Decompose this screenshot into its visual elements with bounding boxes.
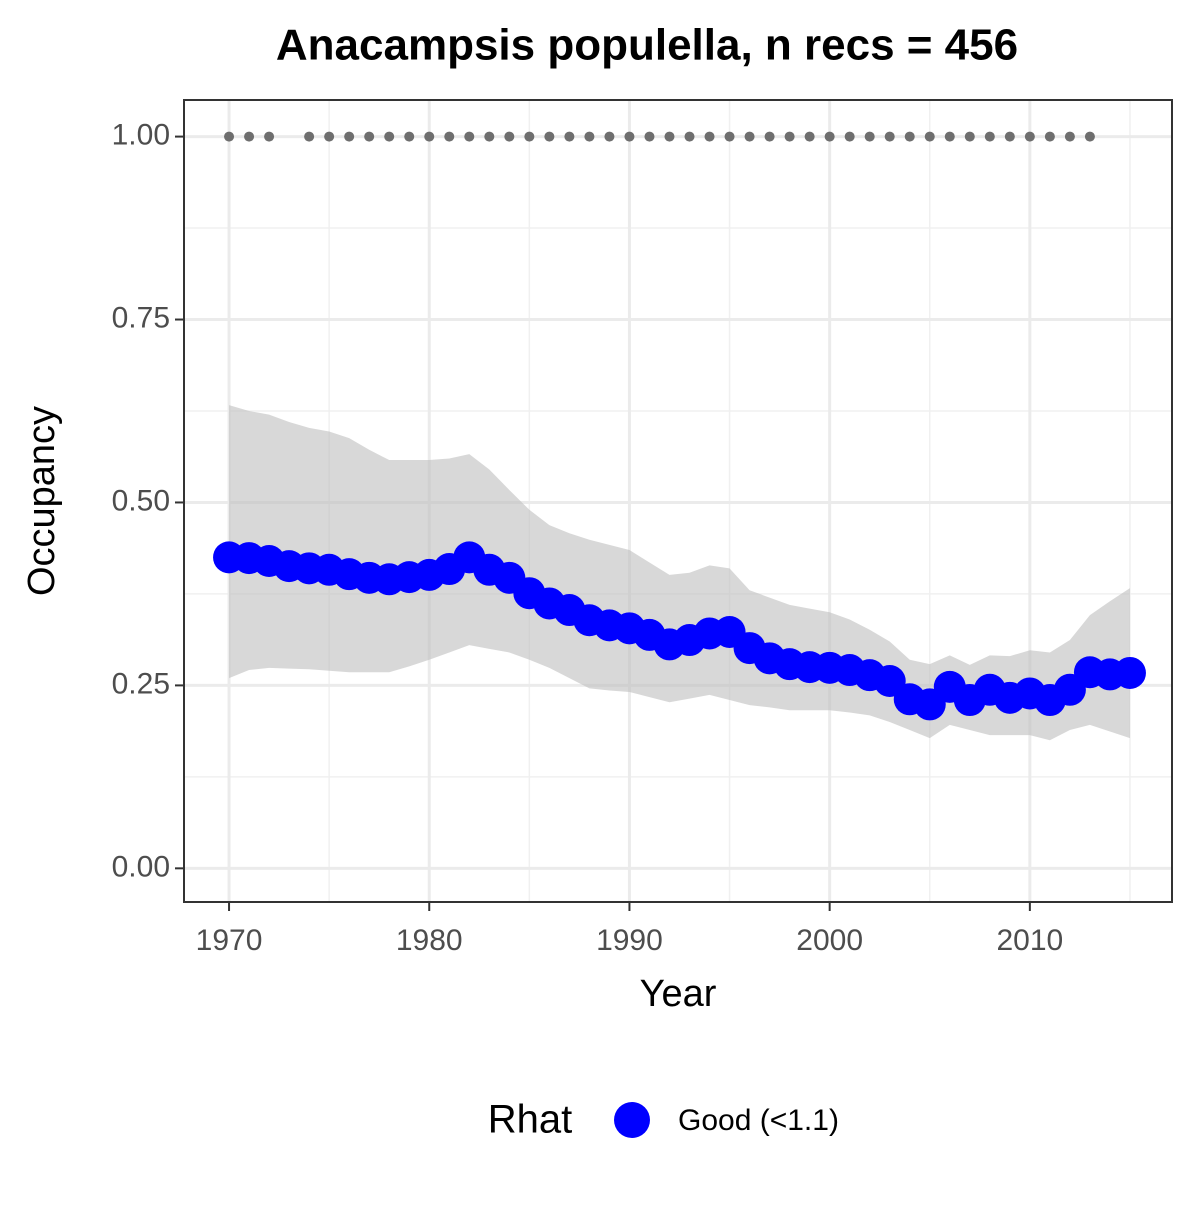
record-dot [484, 131, 495, 142]
record-dot [524, 131, 535, 142]
record-dot [804, 131, 815, 142]
record-dot [624, 131, 635, 142]
record-dot [964, 131, 975, 142]
record-dot [364, 131, 375, 142]
record-dot [1084, 131, 1095, 142]
record-dot [584, 131, 595, 142]
record-dot [244, 131, 255, 142]
record-dot [224, 131, 235, 142]
record-dot [344, 131, 355, 142]
legend-title: Rhat [488, 1098, 573, 1142]
record-dot [864, 131, 875, 142]
record-dot [704, 131, 715, 142]
x-tick-label: 1980 [396, 924, 463, 957]
chart-title: Anacampsis populella, n recs = 456 [276, 21, 1018, 70]
record-dot [384, 131, 395, 142]
record-dot [684, 131, 695, 142]
record-dot [784, 131, 795, 142]
record-dot [444, 131, 455, 142]
x-tick-label: 1970 [196, 924, 263, 957]
record-dot [504, 131, 515, 142]
x-tick-label: 1990 [596, 924, 663, 957]
record-dot [644, 131, 655, 142]
y-tick-label: 0.25 [112, 667, 170, 700]
record-dot [604, 131, 615, 142]
record-dot [824, 131, 835, 142]
record-dot [744, 131, 755, 142]
record-dot [664, 131, 675, 142]
record-dot [904, 131, 915, 142]
record-dot [404, 131, 415, 142]
legend-label: Good (<1.1) [678, 1104, 839, 1137]
confidence-ribbon [229, 405, 1130, 741]
record-dot [304, 131, 315, 142]
record-dot [764, 131, 775, 142]
record-dot [324, 131, 335, 142]
record-dot [724, 131, 735, 142]
record-dot [264, 131, 275, 142]
record-dot [1044, 131, 1055, 142]
record-dot [1064, 131, 1075, 142]
x-tick-label: 2010 [996, 924, 1063, 957]
y-tick-label: 0.50 [112, 484, 170, 517]
record-dot [464, 131, 475, 142]
record-dot [1024, 131, 1035, 142]
y-tick-label: 0.00 [112, 850, 170, 883]
data-point [1113, 656, 1146, 689]
record-dot [984, 131, 995, 142]
record-dot [424, 131, 435, 142]
x-axis-title: Year [640, 973, 717, 1015]
record-dot [544, 131, 555, 142]
plot-border [183, 99, 1173, 903]
y-axis-title: Occupancy [21, 406, 63, 596]
record-dot [944, 131, 955, 142]
y-tick-label: 0.75 [112, 301, 170, 334]
x-tick-label: 2000 [796, 924, 863, 957]
record-dot [844, 131, 855, 142]
y-tick-label: 1.00 [112, 119, 170, 152]
record-dot [564, 131, 575, 142]
record-dot [884, 131, 895, 142]
record-dot [924, 131, 935, 142]
legend-swatch [614, 1102, 650, 1138]
record-dot [1004, 131, 1015, 142]
